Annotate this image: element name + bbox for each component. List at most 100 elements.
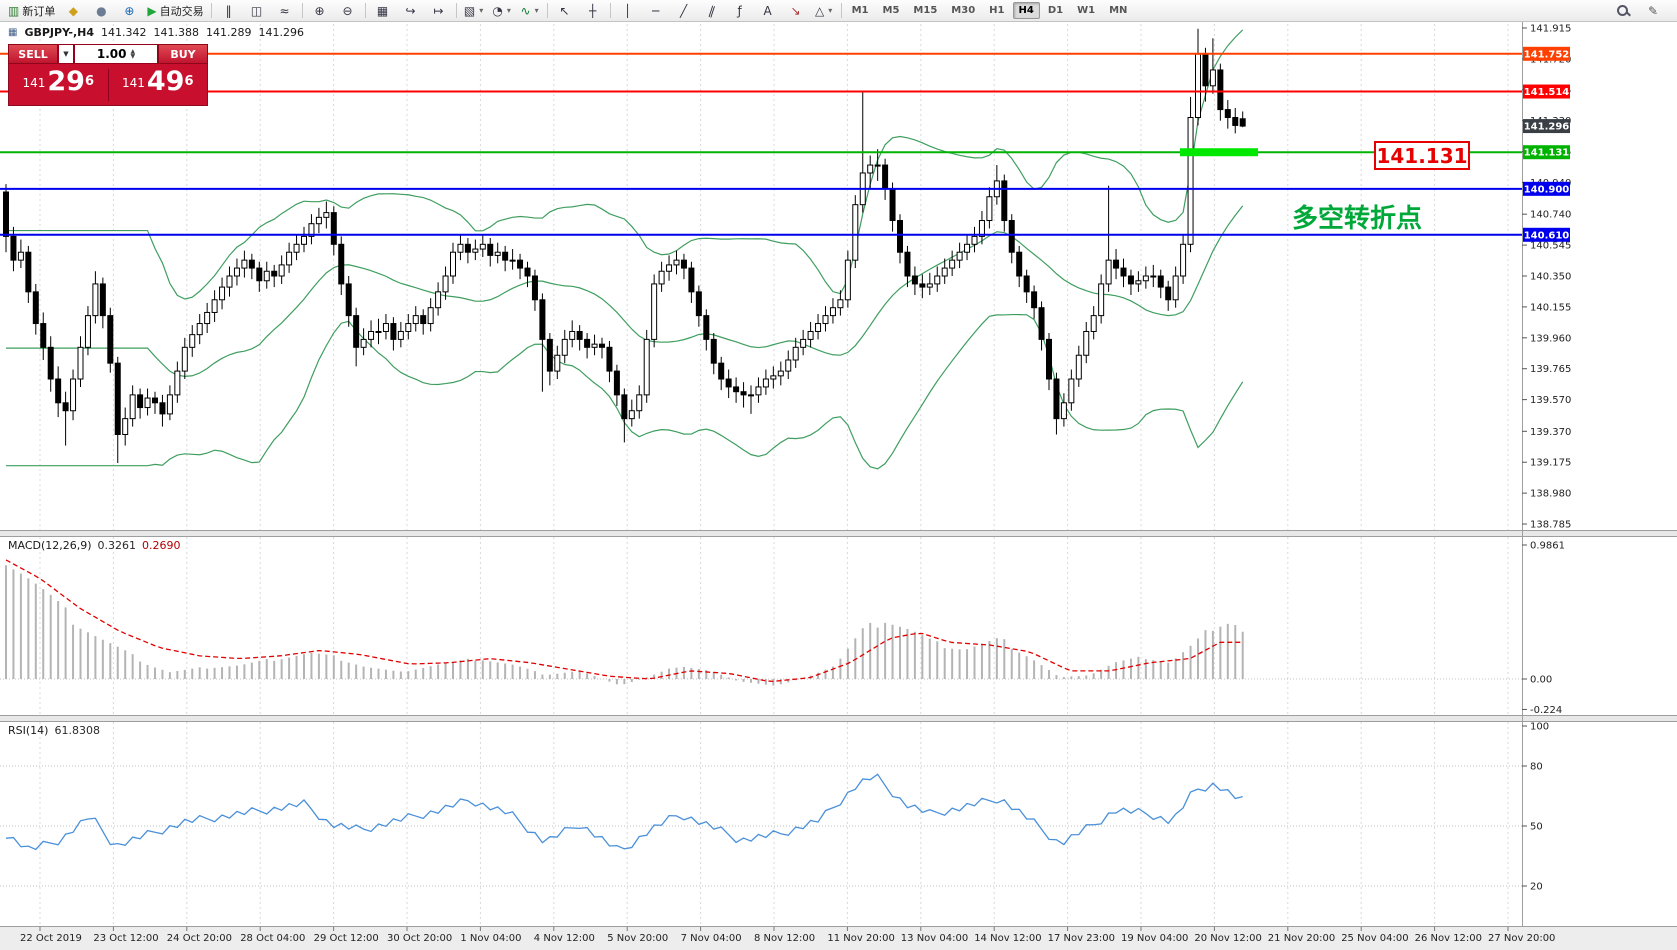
timeframe-m30[interactable]: M30 (951, 5, 976, 16)
svg-text:141.752: 141.752 (1524, 49, 1570, 60)
buy-price[interactable]: 141 49 6 (109, 65, 208, 99)
time-axis-strip[interactable] (0, 926, 1677, 950)
chevron-down-icon: ▾ (828, 6, 833, 15)
line-chart-button[interactable]: ≈ (271, 1, 299, 21)
svg-text:30 Oct 20:00: 30 Oct 20:00 (387, 933, 452, 944)
timeframe-w1[interactable]: W1 (1077, 5, 1096, 16)
rsi-pane-label: RSI(14) 61.8308 (8, 724, 100, 737)
timeframe-d1[interactable]: D1 (1047, 5, 1064, 16)
quote-low: 141.289 (206, 26, 252, 39)
macd-pane-label: MACD(12,26,9) 0.3261 0.2690 (8, 539, 181, 552)
volume-dropdown[interactable]: ▼ (58, 44, 74, 64)
new-order-button[interactable]: ▥ 新订单 (4, 1, 59, 21)
edit-button[interactable]: ✎ (1639, 1, 1667, 21)
channel-icon: ∥ (706, 2, 717, 19)
cursor-icon: ↖ (559, 3, 570, 18)
indicators-button[interactable]: ∿ ▾ (516, 1, 544, 21)
buy-button[interactable]: BUY (158, 44, 208, 64)
green-highlight-segment[interactable] (1180, 148, 1258, 157)
crosshair-button[interactable]: ┼ (579, 1, 607, 21)
svg-text:26 Nov 12:00: 26 Nov 12:00 (1415, 933, 1482, 944)
spinner-down-icon[interactable]: ▼ (130, 53, 136, 60)
volume-input[interactable]: 1.00 ▲ ▼ (74, 44, 158, 64)
text-button[interactable]: A (754, 1, 782, 21)
time-axis-labels[interactable]: 22 Oct 2019 23 Oct 12:00 24 Oct 20:00 28 Oc… (20, 933, 1555, 944)
price-badge (1523, 46, 1570, 61)
channel-button[interactable]: ∥ (698, 1, 726, 21)
trendline-button[interactable]: ╱ (670, 1, 698, 21)
community-icon[interactable]: ⊕ (115, 1, 143, 21)
price-badge (1523, 181, 1570, 196)
quote-high: 141.388 (153, 26, 200, 39)
turning-point-annotation[interactable]: 多空转折点 (1292, 204, 1423, 234)
profile-icon[interactable]: ● (87, 1, 115, 21)
trade-controls-row: SELL ▼ 1.00 ▲ ▼ BUY (8, 44, 208, 64)
symbol-label: GBPJPY-,H4 (24, 26, 95, 39)
sell-button[interactable]: SELL (8, 44, 58, 64)
trendline-icon: ╱ (679, 3, 688, 18)
rsi-value: 61.8308 (54, 724, 100, 737)
bar-chart-button[interactable]: ‖ (215, 1, 243, 21)
fibonacci-icon: ƒ (737, 3, 742, 18)
expert-advisors-icon-icon: ◆ (68, 3, 78, 18)
buy-price-point: 6 (184, 73, 194, 89)
buy-price-pips: 49 (146, 65, 185, 97)
price-divider (107, 68, 109, 101)
macd-indicator (5, 559, 1244, 686)
line-chart-icon: ≈ (279, 3, 290, 18)
tile-windows-button[interactable]: ▦ (369, 1, 397, 21)
timeframe-mn[interactable]: MN (1109, 5, 1128, 16)
svg-text:141.915: 141.915 (1530, 23, 1571, 34)
zoom-out-button[interactable]: ⊖ (334, 1, 362, 21)
new-chart-button[interactable]: ▧ ▾ (460, 1, 488, 21)
svg-text:140.740: 140.740 (1530, 210, 1571, 221)
new-order-icon: ▥ (8, 3, 20, 18)
fibonacci-button[interactable]: ƒ (726, 1, 754, 21)
candlestick-chart-button[interactable]: ◫ (243, 1, 271, 21)
search-button[interactable] (1609, 1, 1637, 21)
timeframe-m15[interactable]: M15 (913, 5, 938, 16)
price-scale[interactable]: 141.915141.720141.525141.330141.135140.9… (1522, 23, 1571, 893)
svg-text:28 Oct 04:00: 28 Oct 04:00 (240, 933, 305, 944)
volume-spinner[interactable]: ▲ ▼ (130, 48, 136, 60)
community-icon-icon: ⊕ (124, 3, 135, 18)
price-annotation-box[interactable]: 141.131 (1374, 141, 1470, 170)
zoom-in-button[interactable]: ⊕ (306, 1, 334, 21)
timeframe-h1[interactable]: H1 (989, 5, 1005, 16)
svg-text:140.350: 140.350 (1530, 272, 1571, 283)
bar-chart-icon: ‖ (225, 3, 232, 18)
shapes-button[interactable]: △ ▾ (810, 1, 838, 21)
horizontal-line-button[interactable]: ─ (642, 1, 670, 21)
macd-main-value: 0.3261 (97, 539, 137, 552)
chart-shift-button[interactable]: ↦ (425, 1, 453, 21)
autotrading-button[interactable]: ▶ 自动交易 (143, 1, 207, 21)
profile-icon-icon: ● (96, 3, 107, 18)
profiles-button[interactable]: ◔ ▾ (488, 1, 516, 21)
svg-text:11 Nov 20:00: 11 Nov 20:00 (827, 933, 894, 944)
expert-advisors-icon[interactable]: ◆ (59, 1, 87, 21)
timeframe-m1[interactable]: M1 (851, 5, 869, 16)
toolbar-separator (546, 3, 548, 18)
price-badge (1523, 119, 1570, 134)
svg-text:138.785: 138.785 (1530, 520, 1571, 531)
arrows-button[interactable]: ↘ (782, 1, 810, 21)
auto-scroll-button[interactable]: ↪ (397, 1, 425, 21)
pane-splitter[interactable] (0, 715, 1677, 722)
svg-text:139.175: 139.175 (1530, 458, 1571, 469)
pane-splitter[interactable] (0, 530, 1677, 537)
sell-price[interactable]: 141 29 6 (9, 68, 108, 99)
svg-text:25 Nov 04:00: 25 Nov 04:00 (1341, 933, 1408, 944)
quote-line: ▦ GBPJPY-,H4 141.342 141.388 141.289 141… (8, 26, 304, 39)
svg-text:140.545: 140.545 (1530, 241, 1571, 252)
vertical-line-button[interactable]: │ (614, 1, 642, 21)
zoom-out-icon: ⊖ (342, 3, 353, 18)
timeframe-h4[interactable]: H4 (1012, 2, 1040, 19)
one-click-trading-panel: SELL ▼ 1.00 ▲ ▼ BUY 141 29 6 141 49 6 (8, 44, 208, 106)
cursor-button[interactable]: ↖ (551, 1, 579, 21)
spinner-up-icon[interactable]: ▲ (130, 48, 136, 55)
toolbar-separator (609, 3, 611, 18)
autotrading-button-label: 自动交易 (159, 4, 204, 18)
price-badge (1523, 227, 1570, 242)
timeframe-m5[interactable]: M5 (882, 5, 900, 16)
